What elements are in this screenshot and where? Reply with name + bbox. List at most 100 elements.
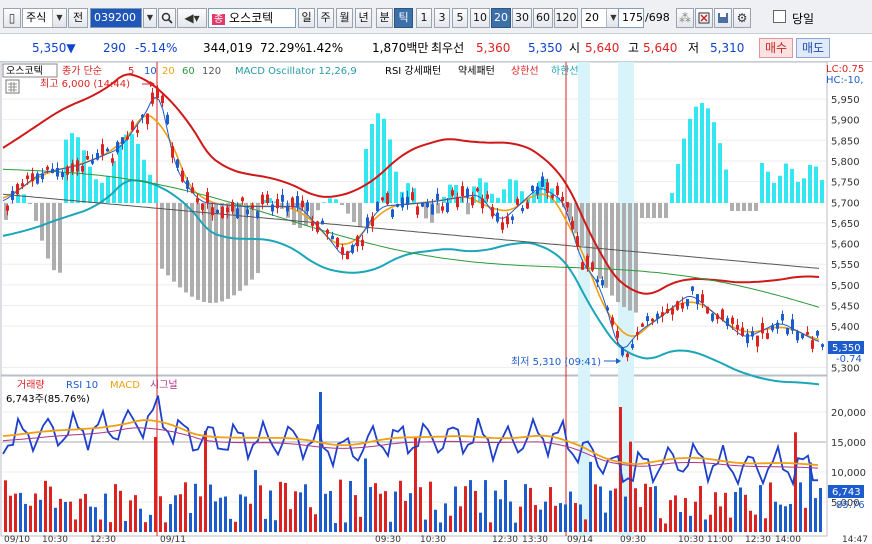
grid-toggle-icon[interactable] [5, 79, 20, 94]
candle-body [46, 166, 49, 170]
volume-bar [814, 498, 817, 532]
volume-bar [164, 522, 167, 532]
candle-body [146, 113, 149, 125]
volume-bar [9, 495, 12, 532]
export-icon[interactable] [695, 8, 713, 28]
macd-bar [574, 203, 578, 234]
high-price: 5,640 [643, 41, 678, 55]
macd-bar [730, 203, 734, 211]
chart-canvas[interactable]: 5,950 5,900 5,850 5,800 5,750 5,700 5,650 5,600… [0, 61, 872, 544]
current-change-tag: -0.74 [836, 354, 862, 365]
volume-bar [249, 503, 252, 532]
candle-body [421, 203, 424, 207]
macd-bar [328, 198, 332, 203]
candle-body [516, 198, 519, 205]
volume-bar [809, 462, 812, 532]
interval-20[interactable]: 20 [491, 8, 511, 28]
sell-button[interactable]: 매도 [796, 38, 830, 58]
candle-body [511, 216, 514, 221]
candle-body [646, 316, 649, 322]
candle-body [816, 330, 819, 336]
open-label: 시 [569, 41, 581, 55]
macd-line [2, 419, 819, 466]
volume-bar [469, 480, 472, 532]
period-year[interactable]: 년 [355, 8, 372, 28]
interval-30[interactable]: 30 [512, 8, 532, 28]
chart-tools-icon[interactable]: ⁂ [676, 8, 694, 28]
prev-button[interactable]: 전 [68, 8, 88, 28]
candle-body [641, 323, 644, 327]
macd-bar [808, 164, 812, 203]
sound-icon[interactable]: ◀▾ [177, 8, 207, 28]
search-icon[interactable] [158, 8, 176, 28]
legend-hc: HC:-10, [826, 75, 863, 86]
stock-type-select[interactable]: 주식 ▼ [22, 8, 67, 28]
gear-icon[interactable]: ⚙ [733, 8, 751, 28]
volume-bar [369, 487, 372, 532]
candle-body [581, 262, 584, 270]
volume-bar [124, 520, 127, 532]
volume-bar [224, 496, 227, 532]
volume-bar [534, 505, 537, 532]
today-checkbox[interactable] [773, 10, 786, 23]
volume-bar [279, 481, 282, 532]
macd-bar [454, 185, 458, 203]
period-tick[interactable]: 틱 [394, 8, 413, 28]
code-dropdown-icon[interactable]: ▼ [143, 8, 157, 28]
volume-bar [39, 499, 42, 532]
volume-bar [759, 485, 762, 532]
macd-bar [124, 134, 128, 203]
interval-1[interactable]: 1 [416, 8, 432, 28]
candle-body [506, 216, 509, 225]
interval-5[interactable]: 5 [452, 8, 468, 28]
price-chart-area[interactable]: 5,950 5,900 5,850 5,800 5,750 5,700 5,650 5,600… [0, 61, 872, 544]
period-minute[interactable]: 분 [376, 8, 393, 28]
macd-bar [568, 203, 572, 221]
candle-body [821, 344, 824, 347]
candle-body [181, 170, 184, 182]
candle-body [281, 194, 284, 202]
time-axis-label: 14:47 [842, 535, 868, 544]
volume-bar [474, 490, 477, 532]
volume-bar [219, 497, 222, 532]
macd-bar [778, 175, 782, 203]
candle-body [141, 114, 144, 118]
legend-ma5: 5 [128, 66, 134, 77]
candle-body [396, 203, 399, 207]
buy-button[interactable]: 매수 [759, 38, 793, 58]
candle-body [416, 206, 419, 215]
volume-bar [399, 480, 402, 532]
volume-bar [679, 512, 682, 532]
stock-legend-box[interactable] [2, 63, 58, 78]
macd-bar [622, 203, 626, 308]
volume-bar [4, 480, 7, 532]
candle-body [561, 196, 564, 202]
page-input[interactable]: 175 [618, 8, 644, 28]
macd-bar [130, 134, 134, 203]
count-select[interactable]: 20 ▼ [581, 8, 621, 28]
period-week[interactable]: 주 [317, 8, 334, 28]
interval-60[interactable]: 60 [533, 8, 553, 28]
interval-10[interactable]: 10 [470, 8, 490, 28]
stock-name-field[interactable]: 종 오스코텍 [208, 8, 296, 28]
candle-body [391, 209, 394, 218]
stock-code-input[interactable]: 039200 [90, 8, 142, 28]
save-icon[interactable] [714, 8, 732, 28]
period-day[interactable]: 일 [298, 8, 315, 28]
volume-bar [149, 514, 152, 532]
macd-bar [196, 203, 200, 300]
interval-3[interactable]: 3 [434, 8, 450, 28]
candle-body [576, 236, 579, 247]
period-month[interactable]: 월 [336, 8, 353, 28]
time-axis-label: 10:30 [678, 535, 704, 544]
candle-body [381, 197, 384, 201]
candle-body [101, 144, 104, 155]
interval-120[interactable]: 120 [554, 8, 578, 28]
legend-rsi-strong: RSI 강세패턴 [385, 65, 441, 77]
macd-bar [94, 179, 98, 203]
macd-bar [682, 138, 686, 203]
volume-bar [174, 495, 177, 532]
macd-bar [616, 203, 620, 303]
candle-body [591, 262, 594, 271]
chart-menu-icon[interactable]: ▯ [3, 8, 21, 28]
